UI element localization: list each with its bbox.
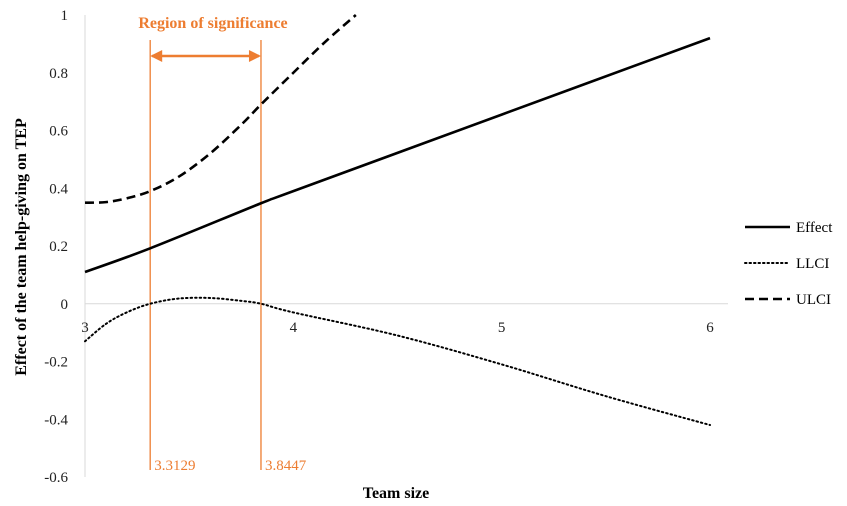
x-tick-label: 5 xyxy=(498,320,506,336)
y-tick-label: 0.8 xyxy=(49,66,68,82)
y-tick-label: 0 xyxy=(61,297,69,313)
region-arrow-left-head xyxy=(150,50,163,62)
region-arrow-right-head xyxy=(248,50,261,62)
legend-label-ulci: ULCI xyxy=(796,292,831,308)
y-tick-label: 0.4 xyxy=(49,181,68,197)
y-tick-label: 1 xyxy=(61,8,69,24)
y-tick-label: 0.2 xyxy=(49,239,68,255)
y-tick-label: -0.4 xyxy=(44,412,68,428)
y-tick-label: -0.2 xyxy=(44,355,68,371)
x-axis-title: Team size xyxy=(363,485,430,502)
region-lower-label: 3.3129 xyxy=(154,458,195,474)
region-of-significance: 3.3129 3.8447 xyxy=(149,40,307,474)
legend: Effect LLCI ULCI xyxy=(744,220,833,308)
axes: -0.6 -0.4 -0.2 0 0.2 0.4 0.6 0.8 1 3 4 5 6 xyxy=(44,8,728,486)
series-lines xyxy=(84,14,711,427)
region-upper-label: 3.8447 xyxy=(265,458,307,474)
y-axis-title: Effect of the team help-giving on TEP xyxy=(13,118,30,376)
x-tick-label: 4 xyxy=(290,320,298,336)
y-tick-label: -0.6 xyxy=(44,470,68,486)
x-tick-label: 6 xyxy=(706,320,714,336)
region-label: Region of significance xyxy=(138,15,287,32)
legend-label-effect: Effect xyxy=(796,220,833,236)
series-line-llci xyxy=(84,296,711,427)
legend-label-llci: LLCI xyxy=(796,256,829,272)
series-line-effect xyxy=(84,36,711,274)
series-line-ulci xyxy=(84,14,357,204)
y-tick-label: 0.6 xyxy=(49,124,68,140)
x-tick-label: 3 xyxy=(81,320,89,336)
